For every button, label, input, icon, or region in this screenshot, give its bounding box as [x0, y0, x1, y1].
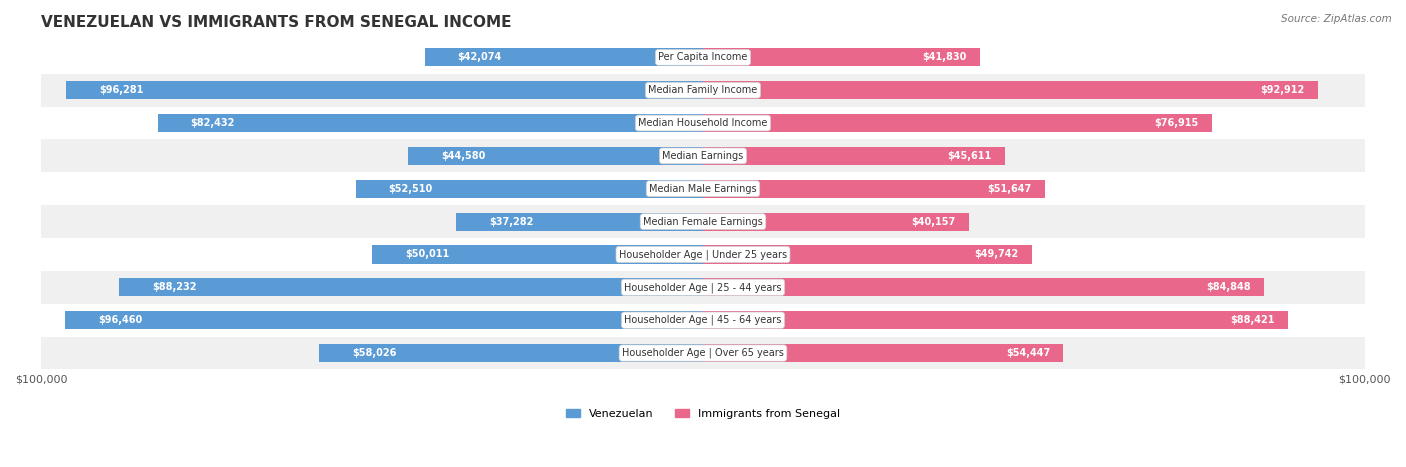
Bar: [41, 271, 1365, 304]
Text: $88,232: $88,232: [152, 283, 197, 292]
Bar: [41, 74, 1365, 106]
Bar: [41, 304, 1365, 337]
Text: Householder Age | 25 - 44 years: Householder Age | 25 - 44 years: [624, 282, 782, 293]
Text: Householder Age | 45 - 64 years: Householder Age | 45 - 64 years: [624, 315, 782, 325]
Text: Median Earnings: Median Earnings: [662, 151, 744, 161]
Bar: [373, 246, 703, 263]
Text: $42,074: $42,074: [458, 52, 502, 62]
Bar: [703, 278, 1264, 297]
Text: Median Male Earnings: Median Male Earnings: [650, 184, 756, 194]
Text: $44,580: $44,580: [441, 151, 485, 161]
Bar: [703, 246, 1032, 263]
Bar: [703, 180, 1045, 198]
Bar: [703, 344, 1063, 362]
Text: $58,026: $58,026: [352, 348, 396, 358]
Bar: [703, 212, 969, 231]
Bar: [41, 172, 1365, 205]
Text: Householder Age | Over 65 years: Householder Age | Over 65 years: [621, 348, 785, 358]
Bar: [157, 114, 703, 132]
Text: VENEZUELAN VS IMMIGRANTS FROM SENEGAL INCOME: VENEZUELAN VS IMMIGRANTS FROM SENEGAL IN…: [41, 15, 512, 30]
Bar: [408, 147, 703, 165]
Text: Median Household Income: Median Household Income: [638, 118, 768, 128]
Text: $41,830: $41,830: [922, 52, 966, 62]
Bar: [425, 48, 703, 66]
Text: Source: ZipAtlas.com: Source: ZipAtlas.com: [1281, 14, 1392, 24]
Bar: [66, 81, 703, 99]
Text: $76,915: $76,915: [1154, 118, 1199, 128]
Text: $51,647: $51,647: [987, 184, 1032, 194]
Bar: [41, 205, 1365, 238]
Text: $96,281: $96,281: [98, 85, 143, 95]
Text: $96,460: $96,460: [98, 315, 142, 325]
Text: $45,611: $45,611: [948, 151, 991, 161]
Bar: [41, 41, 1365, 74]
Bar: [41, 238, 1365, 271]
Bar: [120, 278, 703, 297]
Bar: [703, 311, 1288, 329]
Bar: [703, 147, 1005, 165]
Text: $88,421: $88,421: [1230, 315, 1275, 325]
Bar: [319, 344, 703, 362]
Text: $92,912: $92,912: [1260, 85, 1305, 95]
Text: $82,432: $82,432: [191, 118, 235, 128]
Bar: [65, 311, 703, 329]
Bar: [41, 106, 1365, 140]
Text: Per Capita Income: Per Capita Income: [658, 52, 748, 62]
Text: Median Family Income: Median Family Income: [648, 85, 758, 95]
Text: $50,011: $50,011: [405, 249, 450, 260]
Bar: [41, 140, 1365, 172]
Text: $84,848: $84,848: [1206, 283, 1251, 292]
Bar: [41, 337, 1365, 369]
Bar: [703, 48, 980, 66]
Text: $37,282: $37,282: [489, 217, 534, 226]
Bar: [703, 114, 1212, 132]
Bar: [457, 212, 703, 231]
Text: $49,742: $49,742: [974, 249, 1019, 260]
Bar: [703, 81, 1317, 99]
Legend: Venezuelan, Immigrants from Senegal: Venezuelan, Immigrants from Senegal: [562, 404, 844, 423]
Text: $54,447: $54,447: [1005, 348, 1050, 358]
Bar: [356, 180, 703, 198]
Text: $52,510: $52,510: [388, 184, 433, 194]
Text: Median Female Earnings: Median Female Earnings: [643, 217, 763, 226]
Text: Householder Age | Under 25 years: Householder Age | Under 25 years: [619, 249, 787, 260]
Text: $40,157: $40,157: [911, 217, 956, 226]
